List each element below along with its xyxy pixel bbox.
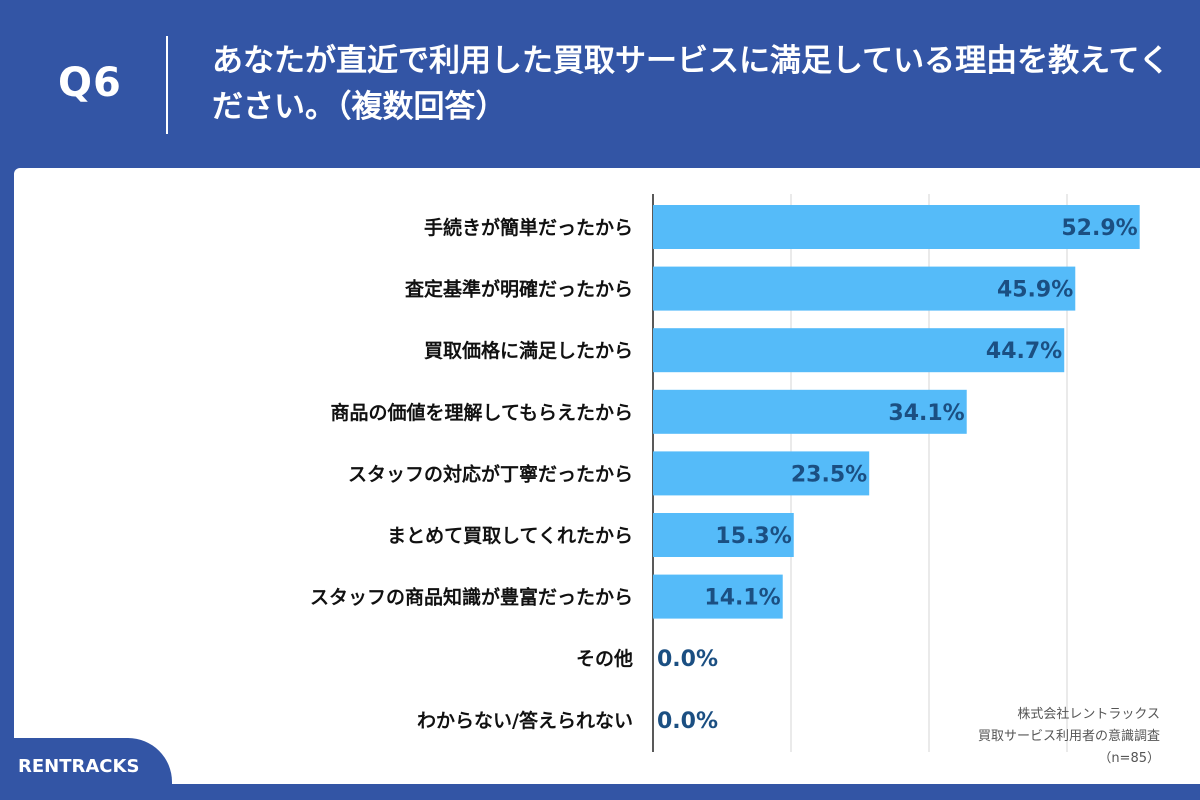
bar <box>653 513 794 557</box>
value-label: 44.7% <box>986 339 1062 364</box>
category-label: 査定基準が明確だったから <box>404 278 633 301</box>
bar-layer <box>653 205 1140 619</box>
header-divider <box>166 36 168 134</box>
category-label: 手続きが簡単だったから <box>424 216 633 239</box>
source-note: 株式会社レントラックス 買取サービス利用者の意識調査 （n=85） <box>978 704 1160 770</box>
value-label: 14.1% <box>704 586 780 611</box>
question-id: Q6 <box>58 60 122 106</box>
value-label: 15.3% <box>715 524 791 549</box>
logo-tab <box>0 738 172 800</box>
value-label: 34.1% <box>888 401 964 426</box>
source-sample-size: （n=85） <box>1098 751 1160 766</box>
category-label: まとめて買取してくれたから <box>387 525 633 547</box>
question-title: あなたが直近で利用した買取サービスに満足している理由を教えてください。（複数回答… <box>212 43 1170 125</box>
label-layer: 手続きが簡単だったから 52.9% 査定基準が明確だったから 45.9% 買取価格に満足… <box>310 216 1138 734</box>
bar <box>653 328 1065 373</box>
bar <box>653 574 783 619</box>
category-label: スタッフの対応が丁寧だったから <box>348 462 633 485</box>
value-label: 0.0% <box>657 709 718 734</box>
brand-logo: RENTRACKS <box>18 756 140 777</box>
value-label: 0.0% <box>657 647 718 672</box>
category-label: その他 <box>576 647 633 670</box>
bar <box>653 266 1076 311</box>
bar <box>653 205 1140 249</box>
category-label: わからない/答えられない <box>417 709 633 732</box>
bar <box>653 389 967 434</box>
source-survey: 買取サービス利用者の意識調査 <box>977 729 1160 744</box>
category-label: 商品の価値を理解してもらえたから <box>331 401 633 424</box>
value-label: 52.9% <box>1061 216 1137 241</box>
category-label: スタッフの商品知識が豊富だったから <box>310 586 633 609</box>
value-label: 23.5% <box>791 462 867 487</box>
category-label: 買取価格に満足したから <box>424 339 633 362</box>
bar <box>653 451 870 496</box>
source-company: 株式会社レントラックス <box>1017 707 1160 722</box>
header: Q6 あなたが直近で利用した買取サービスに満足している理由を教えてください。（複… <box>0 0 1200 168</box>
value-label: 45.9% <box>997 278 1073 303</box>
